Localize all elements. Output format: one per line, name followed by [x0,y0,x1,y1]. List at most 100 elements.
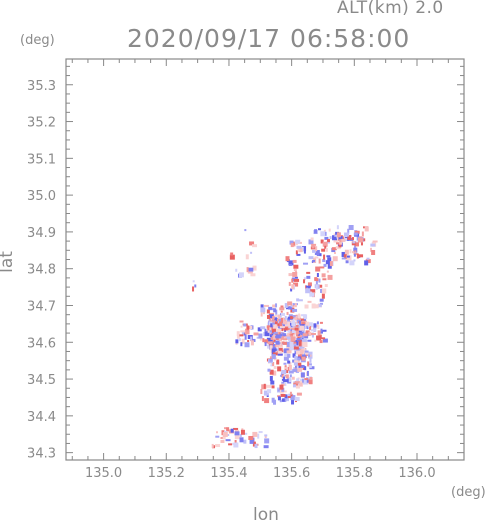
data-cell [289,374,292,378]
data-cell [305,288,311,294]
data-cell [250,273,256,277]
data-cell [346,255,352,261]
data-cell [296,298,300,302]
y-tick-label: 34.4 [27,410,56,425]
data-cell [310,289,316,294]
data-cell [369,247,372,252]
data-cell [286,342,290,348]
data-cell [287,328,291,333]
data-cell [353,232,358,236]
data-cell [292,368,298,372]
data-cell [264,331,270,337]
data-cell [292,315,296,318]
data-cell [295,330,299,335]
data-cell [258,333,263,339]
data-cell [314,339,317,342]
data-cell [294,278,300,282]
data-cell [294,315,298,320]
data-cell [294,381,300,384]
data-cell [366,257,370,260]
data-cell [346,255,350,258]
data-cell [260,304,264,309]
data-cell [291,284,295,290]
data-cell [307,339,312,342]
data-cell [276,359,280,365]
data-cell [270,323,273,328]
data-cell [306,370,309,376]
data-cell [295,385,300,389]
data-cell [296,392,302,396]
data-cell [215,431,218,434]
data-cell [236,335,240,339]
data-cell [302,367,306,370]
data-cell [296,378,300,384]
data-cell [258,431,263,434]
data-cell [247,327,250,333]
data-cell [364,226,369,232]
data-cell [300,372,305,378]
data-cell [352,251,355,254]
data-cell [285,353,291,358]
data-cell [284,315,287,320]
data-cell [277,389,280,392]
data-cell [288,339,294,342]
data-cell [274,345,277,351]
data-cell [292,395,295,398]
data-cell [275,309,278,315]
data-cell [287,333,290,338]
data-cell [291,302,294,305]
data-cell [292,271,298,277]
data-cell [264,434,268,437]
data-cell [269,317,272,323]
data-cell [324,245,327,249]
data-cell [230,428,234,433]
data-cell [220,436,225,439]
data-cell [322,338,328,343]
data-cell [298,313,301,319]
data-cell [284,382,287,386]
data-cell [278,314,281,319]
data-cell [303,277,306,281]
data-cell [281,398,285,402]
data-cell [271,354,276,360]
data-cell [262,312,265,315]
data-cell [302,246,307,252]
data-cell [301,354,306,359]
data-cell [313,323,317,329]
data-cell [364,260,369,266]
data-cell [301,339,307,345]
data-cell [327,239,331,243]
data-cell [249,241,255,246]
data-cell [302,334,305,339]
data-cell [266,309,270,314]
data-cell [228,443,233,446]
data-cell [361,231,364,237]
data-cell [290,333,295,336]
data-cell [281,326,284,332]
data-cell [295,250,298,255]
data-cell [310,237,314,241]
data-cell [327,274,333,280]
data-cell [309,326,312,331]
data-cell [352,241,356,244]
data-cell [319,266,325,269]
data-cell [299,349,304,355]
data-cell [264,342,267,347]
data-cell [324,284,328,288]
data-cell [288,263,292,266]
data-cell [314,250,320,256]
data-cell [315,266,321,272]
data-cell [314,229,318,234]
data-cell [259,336,262,341]
data-cell [227,433,230,436]
data-cell [235,339,239,344]
data-cell [284,336,287,339]
data-cell [292,384,296,388]
data-cell [357,237,363,243]
axis-ticks: 135.0 135.2 135.4 135.6 135.8 136.0 34.3 34.4 34… [27,59,465,481]
data-cell [240,325,243,328]
data-cell [244,432,248,435]
data-cell [268,314,274,319]
data-cell [295,239,301,244]
